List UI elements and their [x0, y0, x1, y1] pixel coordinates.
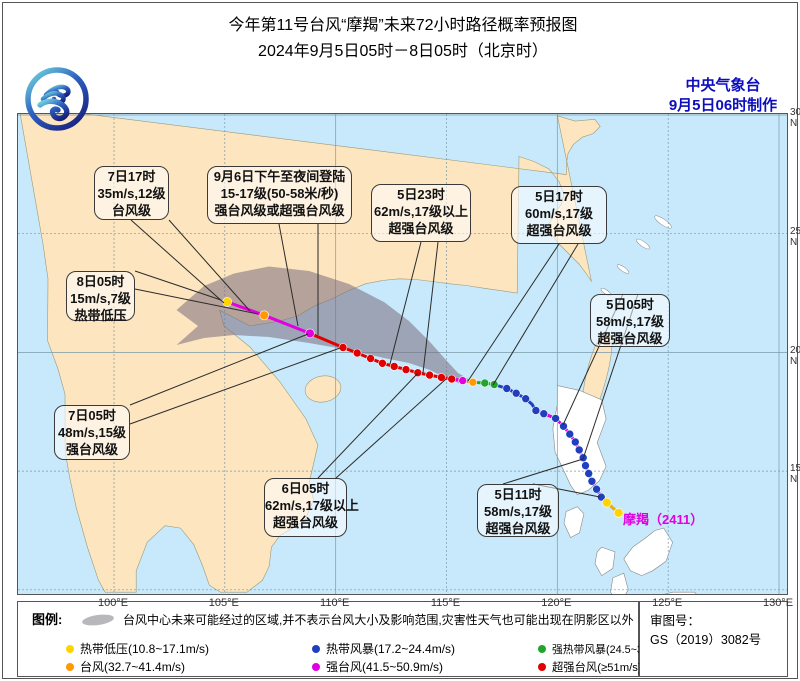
svg-text:超强台风(≥51m/s): 超强台风(≥51m/s): [552, 660, 640, 674]
svg-text:热带风暴(17.2~24.4m/s): 热带风暴(17.2~24.4m/s): [326, 642, 455, 656]
svg-text:图例:: 图例:: [32, 612, 62, 627]
svg-text:台风中心未来可能经过的区域,并不表示台风大小及影响范围,灾害: 台风中心未来可能经过的区域,并不表示台风大小及影响范围,灾害性天气也可能出现在阴…: [123, 612, 634, 627]
svg-text:台风(32.7~41.4m/s): 台风(32.7~41.4m/s): [80, 659, 185, 674]
svg-text:强热带风暴(24.5~32.6m/s): 强热带风暴(24.5~32.6m/s): [552, 643, 640, 656]
svg-text:强台风(41.5~50.9m/s): 强台风(41.5~50.9m/s): [326, 659, 443, 674]
svg-text:热带低压(10.8~17.1m/s): 热带低压(10.8~17.1m/s): [80, 642, 209, 656]
